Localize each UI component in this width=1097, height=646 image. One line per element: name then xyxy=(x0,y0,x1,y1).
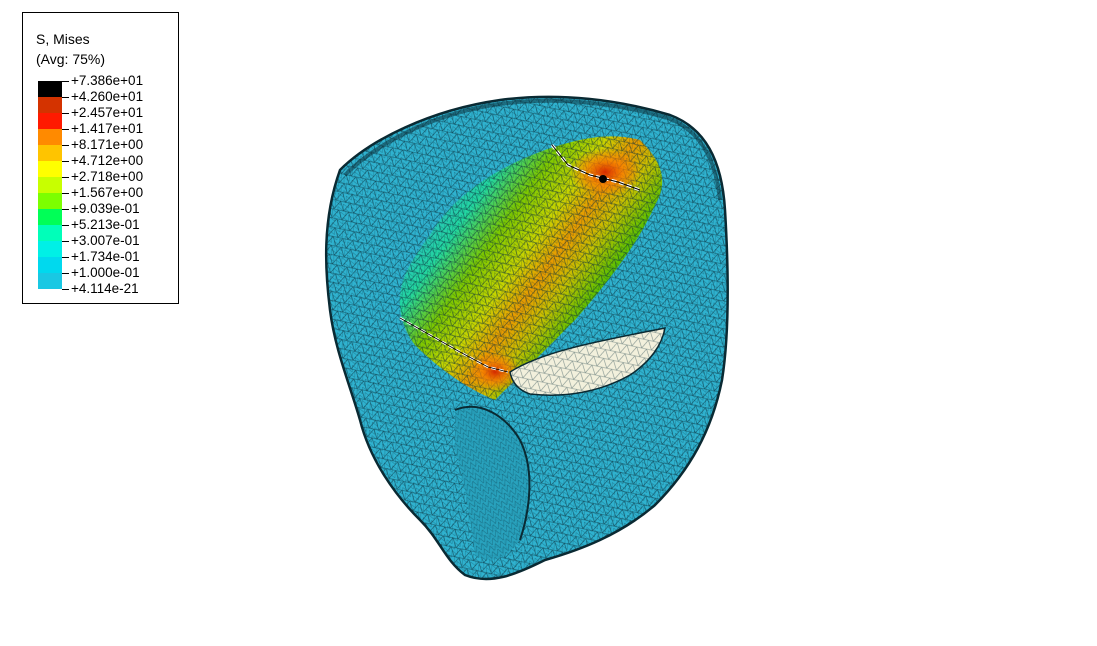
legend-value-label: +9.039e-01 xyxy=(71,201,140,216)
legend-swatch xyxy=(38,161,62,177)
fea-model xyxy=(324,95,729,581)
legend-swatch xyxy=(38,177,62,193)
legend-value-label: +4.260e+01 xyxy=(71,89,144,104)
hotspot-top xyxy=(569,148,641,196)
legend-swatch xyxy=(38,129,62,145)
legend-value-label: +1.000e-01 xyxy=(71,265,140,280)
legend-swatch xyxy=(38,209,62,225)
legend-tick xyxy=(62,257,69,258)
legend-swatch xyxy=(38,113,62,129)
legend-tick xyxy=(62,225,69,226)
legend-tick xyxy=(62,145,69,146)
legend-value-label: +7.386e+01 xyxy=(71,73,144,88)
legend-value-label: +1.567e+00 xyxy=(71,185,144,200)
legend-tick xyxy=(62,193,69,194)
legend-color-bar xyxy=(38,81,62,289)
legend-value-label: +8.171e+00 xyxy=(71,137,144,152)
legend-value-label: +2.457e+01 xyxy=(71,105,144,120)
legend-tick xyxy=(62,129,69,130)
legend-swatch xyxy=(38,225,62,241)
legend-value-label: +1.417e+01 xyxy=(71,121,144,136)
legend-value-label: +1.734e-01 xyxy=(71,249,140,264)
legend-tick xyxy=(62,113,69,114)
legend-tick xyxy=(62,161,69,162)
legend-swatch xyxy=(38,97,62,113)
legend-tick xyxy=(62,273,69,274)
legend-swatch xyxy=(38,241,62,257)
legend-tick xyxy=(62,97,69,98)
legend-swatch xyxy=(38,193,62,209)
legend-value-label: +5.213e-01 xyxy=(71,217,140,232)
legend-value-label: +4.114e-21 xyxy=(71,281,139,296)
legend-value-label: +3.007e-01 xyxy=(71,233,140,248)
contour-legend: S, Mises (Avg: 75%) +7.386e+01 +4.260e+01… xyxy=(22,12,179,304)
legend-swatch xyxy=(38,273,62,289)
legend-tick xyxy=(62,289,69,290)
legend-tick xyxy=(62,81,69,82)
legend-value-label: +2.718e+00 xyxy=(71,169,144,184)
legend-tick xyxy=(62,177,69,178)
hotspot-bottom xyxy=(469,352,521,392)
legend-tick xyxy=(62,209,69,210)
legend-swatch xyxy=(38,81,62,97)
legend-swatch xyxy=(38,145,62,161)
legend-tick xyxy=(62,241,69,242)
legend-value-label: +4.712e+00 xyxy=(71,153,144,168)
legend-averaging: (Avg: 75%) xyxy=(36,51,105,67)
legend-swatch xyxy=(38,257,62,273)
legend-variable: S, Mises xyxy=(36,31,90,47)
